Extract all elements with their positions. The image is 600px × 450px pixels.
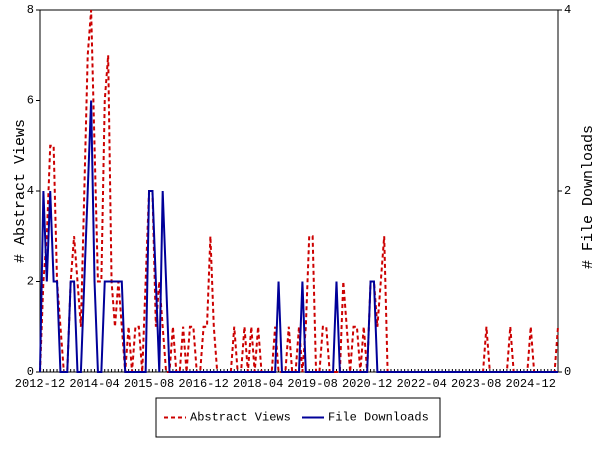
legend-label: File Downloads xyxy=(328,411,429,425)
x-tick-label: 2014-04 xyxy=(69,377,119,391)
x-tick-label: 2023-08 xyxy=(451,377,501,391)
y-tick-label: 0 xyxy=(27,365,34,379)
plot-frame xyxy=(39,9,559,373)
series-line xyxy=(39,100,558,373)
x-tick-label: 2020-12 xyxy=(342,377,392,391)
y-tick-label: 8 xyxy=(27,3,34,17)
legend-box xyxy=(155,397,441,438)
x-tick-label: 2019-08 xyxy=(287,377,337,391)
y2-axis-title: # File Downloads xyxy=(580,125,597,269)
y-tick-label: 2 xyxy=(27,275,34,289)
x-tick-label: 2018-04 xyxy=(233,377,283,391)
y2-tick-label: 2 xyxy=(564,184,571,198)
y-axis-title: # Abstract Views xyxy=(12,119,29,263)
x-tick-label: 2012-12 xyxy=(15,377,65,391)
y2-tick-label: 4 xyxy=(564,3,571,17)
legend-label: Abstract Views xyxy=(190,411,291,425)
x-tick-label: 2015-08 xyxy=(124,377,174,391)
y2-tick-label: 0 xyxy=(564,365,571,379)
series-line xyxy=(39,9,559,373)
x-tick-label: 2016-12 xyxy=(178,377,228,391)
x-tick-label: 2024-12 xyxy=(506,377,556,391)
x-tick-label: 2022-04 xyxy=(396,377,446,391)
y-tick-label: 6 xyxy=(27,94,34,108)
y-tick-label: 4 xyxy=(27,184,34,198)
